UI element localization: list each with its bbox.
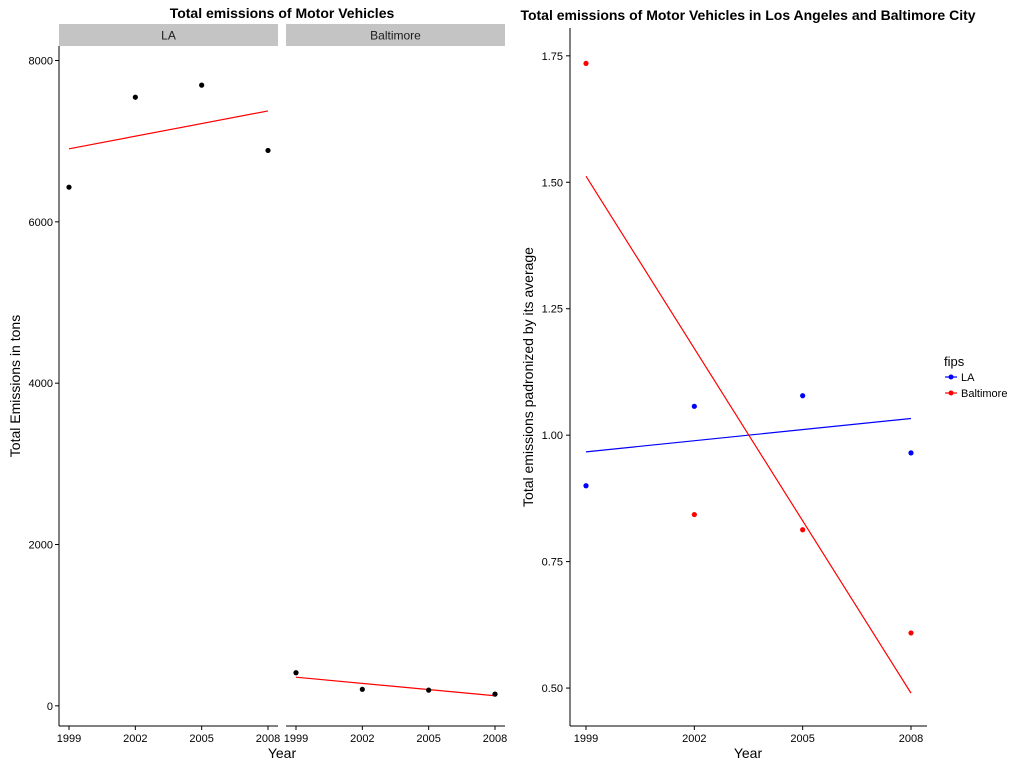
left-x-axis-title: Year: [268, 745, 297, 761]
data-point-baltimore: [426, 687, 432, 693]
strip-label-la: LA: [161, 29, 176, 43]
legend-key-point-la: [948, 374, 954, 380]
right-y-axis-title: Total emissions padronized by its averag…: [520, 247, 536, 507]
legend-label-la: LA: [961, 372, 975, 384]
left-y-tick-label: 6000: [29, 217, 53, 229]
right-y-tick-label: 1.75: [542, 51, 563, 63]
left-x-ticks: 1999 2002 2005 2008 1999 2002 2005 2008: [57, 726, 507, 745]
data-point-baltimore: [492, 691, 498, 697]
data-point-la: [691, 403, 697, 409]
data-point-baltimore: [800, 527, 806, 533]
strip-label-baltimore: Baltimore: [370, 29, 421, 43]
data-point-la: [583, 483, 589, 489]
left-chart: Total emissions of Motor Vehicles LA Bal…: [7, 5, 507, 761]
left-marks: [66, 82, 498, 697]
right-chart-title: Total emissions of Motor Vehicles in Los…: [520, 7, 975, 23]
trend-line-la: [68, 110, 269, 150]
left-y-axis-title: Total Emissions in tons: [7, 315, 23, 457]
right-x-axis-title: Year: [734, 745, 763, 761]
left-y-tick-label: 0: [47, 701, 53, 713]
legend-label-baltimore: Baltimore: [961, 388, 1007, 400]
data-point-baltimore: [691, 511, 697, 518]
right-marks: [583, 60, 914, 694]
right-x-ticks: 1999 2002 2005 2008: [574, 726, 923, 745]
left-x-tick-label: 2005: [189, 733, 213, 745]
right-y-tick-label: 0.75: [542, 557, 563, 569]
data-point-baltimore: [908, 630, 914, 636]
left-y-tick-label: 4000: [29, 378, 53, 390]
left-x-tick-label: 2002: [350, 733, 374, 745]
right-chart: Total emissions of Motor Vehicles in Los…: [520, 7, 1007, 761]
left-y-ticks: 0 2000 4000 6000 8000: [29, 56, 59, 713]
left-y-tick-label: 8000: [29, 56, 53, 68]
right-y-tick-label: 1.00: [542, 430, 563, 442]
left-x-tick-label: 1999: [284, 733, 308, 745]
right-y-tick-label: 1.25: [542, 304, 563, 316]
left-x-tick-label: 2008: [483, 733, 507, 745]
data-point-la: [66, 184, 72, 190]
right-y-ticks: 0.50 0.75 1.00 1.25 1.50 1.75: [542, 51, 570, 695]
left-chart-title: Total emissions of Motor Vehicles: [170, 5, 395, 21]
legend: fips LA Baltimore: [944, 354, 1007, 400]
data-point-baltimore: [583, 60, 589, 67]
trend-line-baltimore: [585, 175, 912, 694]
data-point-baltimore: [293, 670, 299, 676]
legend-key-point-baltimore: [948, 390, 954, 396]
left-x-tick-label: 1999: [57, 733, 81, 745]
right-y-tick-label: 0.50: [542, 683, 563, 695]
strip-baltimore: [286, 24, 505, 46]
data-point-la: [800, 393, 806, 399]
strip-la: [59, 24, 278, 46]
left-x-tick-label: 2002: [123, 733, 147, 745]
right-y-tick-label: 1.50: [542, 177, 563, 189]
right-x-tick-label: 1999: [574, 733, 598, 745]
left-x-tick-label: 2008: [256, 733, 280, 745]
left-y-tick-label: 2000: [29, 540, 53, 552]
right-x-tick-label: 2002: [682, 733, 706, 745]
data-point-baltimore: [359, 686, 365, 692]
legend-title: fips: [944, 354, 965, 369]
right-x-tick-label: 2005: [790, 733, 814, 745]
legend-items: LA Baltimore: [945, 372, 1007, 400]
right-x-tick-label: 2008: [899, 733, 923, 745]
left-x-tick-label: 2005: [416, 733, 440, 745]
data-point-la: [132, 94, 138, 100]
data-point-la: [265, 147, 271, 154]
trend-line-baltimore: [295, 676, 496, 697]
data-point-la: [199, 82, 205, 88]
data-point-la: [908, 450, 914, 456]
